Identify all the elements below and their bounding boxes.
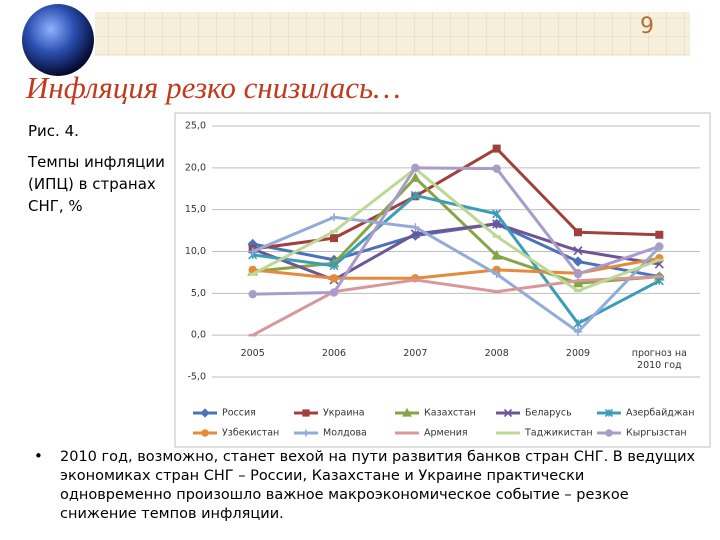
marker: [411, 163, 420, 173]
marker: [655, 242, 664, 251]
x-tick-label: 2007: [403, 348, 428, 360]
marker: [503, 408, 513, 418]
marker: [200, 408, 210, 418]
legend-label: Узбекистан: [222, 428, 279, 439]
y-tick-label: -5,0: [187, 372, 206, 383]
x-tick-label: 2006: [321, 348, 347, 360]
marker: [402, 407, 412, 417]
marker: [409, 172, 421, 182]
series-line: [251, 275, 660, 337]
marker: [302, 429, 310, 437]
marker: [572, 256, 584, 267]
marker: [302, 409, 310, 417]
marker: [329, 288, 339, 297]
figure-label: Рис. 4.: [28, 122, 79, 140]
y-tick-label: 15,0: [185, 204, 206, 215]
marker: [492, 219, 502, 229]
x-tick-label: прогноз на 2010 год: [631, 348, 687, 372]
legend-label: Таджикистан: [524, 428, 593, 439]
x-tick-label: 2008: [484, 348, 509, 360]
caption-line: Темпы инфляции: [28, 153, 165, 171]
globe: [22, 4, 94, 76]
marker: [329, 261, 339, 271]
slide-number: 9: [640, 14, 654, 39]
bullet-text: 2010 год, возможно, станет вехой на пути…: [60, 449, 696, 522]
marker: [655, 230, 664, 239]
marker: [574, 327, 582, 336]
x-tick-label: 2009: [565, 348, 591, 360]
marker: [573, 228, 582, 237]
legend-label: Казахстан: [424, 408, 476, 419]
marker: [573, 318, 583, 329]
figure-caption: Темпы инфляции (ИПЦ) в странах СНГ, %: [28, 151, 165, 217]
marker: [492, 164, 501, 173]
marker: [410, 190, 420, 201]
marker: [330, 213, 338, 222]
marker: [201, 429, 209, 437]
y-tick-label: 25,0: [185, 121, 206, 132]
marker: [411, 223, 420, 232]
caption-line: (ИПЦ) в странах: [28, 175, 156, 193]
marker: [573, 246, 583, 256]
bullet-marker: •: [34, 447, 43, 465]
marker: [248, 289, 257, 299]
series-line: [251, 167, 660, 293]
series-line: [252, 166, 660, 296]
series-line: [252, 215, 661, 334]
marker: [410, 229, 420, 239]
legend-label: Кыргызстан: [626, 428, 687, 439]
marker: [573, 269, 583, 279]
marker: [605, 429, 613, 437]
banner-pattern: [95, 12, 690, 56]
marker: [492, 144, 501, 153]
marker: [491, 250, 503, 260]
legend-label: Россия: [222, 408, 256, 419]
marker: [492, 209, 502, 219]
y-tick-label: 0,0: [191, 330, 206, 341]
marker: [248, 247, 257, 256]
x-tick-label: 2005: [240, 348, 265, 360]
legend-label: Украина: [323, 408, 365, 419]
legend-label: Азербайджан: [626, 408, 694, 419]
y-tick-label: 20,0: [185, 162, 206, 173]
marker: [604, 408, 614, 418]
legend-label: Беларусь: [525, 408, 572, 419]
y-tick-label: 10,0: [185, 246, 206, 257]
legend-label: Молдова: [323, 428, 367, 439]
marker: [572, 277, 584, 288]
series-line: [252, 222, 660, 282]
y-tick-label: 5,0: [191, 288, 206, 299]
legend-label: Армения: [424, 428, 468, 439]
marker: [329, 234, 338, 243]
marker: [492, 270, 501, 279]
slide-title: Инфляция резко снизилась…: [26, 70, 401, 105]
marker: [329, 274, 339, 283]
caption-line: СНГ, %: [28, 197, 83, 215]
